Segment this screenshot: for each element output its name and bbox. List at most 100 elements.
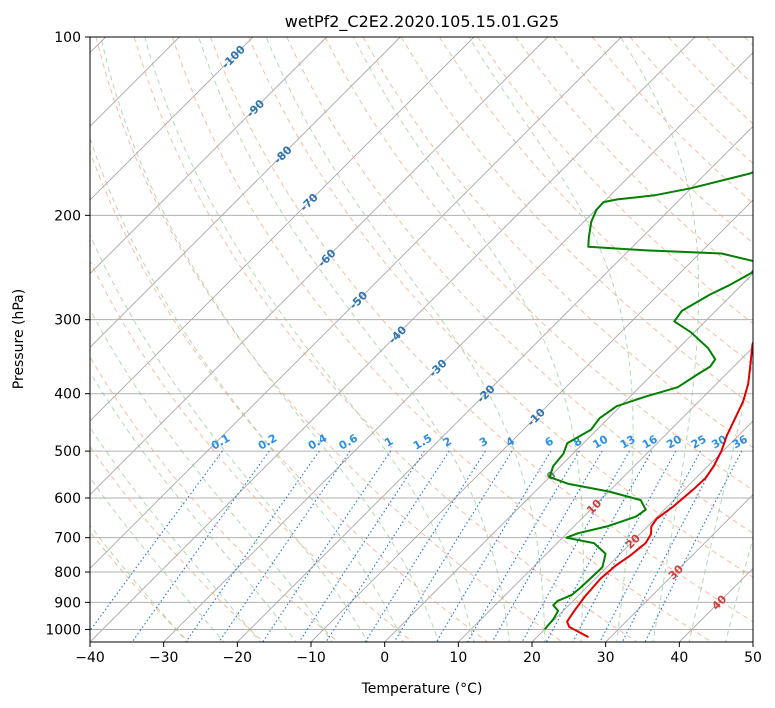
isotherm-line bbox=[90, 37, 475, 422]
moist-adiabat bbox=[90, 477, 225, 642]
moist-adiabat bbox=[198, 37, 510, 642]
mixing-ratio-line bbox=[218, 450, 351, 642]
y-tick-label: 700 bbox=[54, 531, 81, 547]
moist-adiabat bbox=[100, 37, 440, 642]
x-tick-label: 0 bbox=[380, 650, 389, 666]
y-tick-label: 200 bbox=[54, 208, 81, 224]
x-tick-label: 40 bbox=[670, 650, 688, 666]
isotherm-line bbox=[237, 125, 753, 642]
isotherm-line bbox=[531, 420, 753, 642]
mixing-ratio-line bbox=[262, 450, 392, 642]
mixing-ratio-line bbox=[325, 450, 450, 642]
isotherm-label: -100 bbox=[219, 43, 248, 72]
isotherm-line bbox=[605, 494, 753, 642]
dry-adiabat bbox=[90, 259, 414, 642]
mixing-ratio-line bbox=[466, 450, 580, 642]
dry-adiabat bbox=[706, 37, 753, 86]
y-tick-label: 900 bbox=[54, 595, 81, 611]
mixing-ratio-line bbox=[298, 450, 425, 642]
moist-adiabat bbox=[90, 233, 369, 642]
moist-adiabat bbox=[90, 426, 261, 642]
dry-adiabat bbox=[438, 37, 753, 366]
x-tick-label: −30 bbox=[149, 650, 179, 666]
moist-adiabat bbox=[468, 37, 634, 642]
dry-adiabat bbox=[400, 37, 753, 407]
x-axis: −40 −30 −20 −10 0 10 20 30 40 50 bbox=[75, 642, 762, 666]
dry-adiabat bbox=[90, 531, 190, 642]
moist-adiabat bbox=[90, 136, 404, 642]
mixing-ratio-label: 25 bbox=[689, 433, 709, 452]
mixing-ratio-label: 3 bbox=[477, 435, 490, 450]
mixing-ratio-line bbox=[521, 450, 630, 642]
isotherm-label: -50 bbox=[347, 289, 370, 312]
dry-adiabat bbox=[90, 445, 265, 642]
mixing-ratio-line bbox=[393, 450, 513, 642]
x-tick-label: −20 bbox=[223, 650, 253, 666]
isotherm-line bbox=[310, 199, 753, 642]
dry-adiabat bbox=[95, 37, 564, 642]
x-tick-label: −40 bbox=[75, 650, 105, 666]
x-tick-label: 20 bbox=[523, 650, 541, 666]
y-tick-label: 800 bbox=[54, 565, 81, 581]
moist-adiabat bbox=[265, 37, 546, 642]
mixing-ratio-line bbox=[491, 450, 603, 642]
dry-adiabat bbox=[90, 150, 489, 642]
isotherm-label: -10 bbox=[525, 406, 548, 429]
isotherm-line bbox=[384, 273, 753, 642]
moist-adiabat bbox=[90, 371, 297, 642]
mixing-ratio-label: 2 bbox=[441, 435, 454, 450]
y-tick-label: 500 bbox=[54, 444, 81, 460]
isotherm-line bbox=[90, 37, 401, 348]
dry-adiabat bbox=[477, 37, 753, 325]
x-tick-label: −10 bbox=[296, 650, 326, 666]
background-lines bbox=[90, 37, 753, 642]
dry-adiabat bbox=[286, 37, 753, 534]
dry-adiabat bbox=[248, 37, 753, 578]
moist-adiabat bbox=[620, 37, 700, 642]
isotherm-line bbox=[679, 567, 753, 642]
moist-adiabat bbox=[90, 308, 333, 642]
series-layer bbox=[543, 171, 753, 638]
y-tick-label: 100 bbox=[54, 30, 81, 46]
dry-adiabat bbox=[553, 37, 753, 244]
plot-frame bbox=[89, 36, 754, 643]
y-tick-label: 400 bbox=[54, 387, 81, 403]
chart-title: wetPf2_C2E2.2020.105.15.01.G25 bbox=[285, 12, 559, 32]
x-tick-label: 50 bbox=[744, 650, 762, 666]
isotherm-label: -60 bbox=[315, 246, 338, 269]
isotherm-line bbox=[90, 37, 254, 201]
x-tick-label: 10 bbox=[449, 650, 467, 666]
moist-adiabat bbox=[725, 536, 753, 642]
y-axis: 100 200 300 400 500 600 700 800 900 1000 bbox=[45, 30, 90, 638]
mixing-ratio-line bbox=[131, 450, 270, 642]
isotherm-label: -20 bbox=[474, 382, 497, 405]
isotherm-line bbox=[90, 37, 548, 496]
mixing-ratio-line bbox=[364, 450, 486, 642]
y-tick-label: 600 bbox=[54, 491, 81, 507]
isotherm-label: -90 bbox=[244, 97, 267, 120]
dry-adiabat bbox=[133, 37, 638, 642]
mixing-ratio-line bbox=[572, 450, 677, 642]
x-axis-label: Temperature (°C) bbox=[361, 681, 483, 697]
isotherm-line bbox=[752, 641, 753, 642]
y-tick-label: 1000 bbox=[45, 622, 81, 638]
mixing-ratio-line bbox=[621, 450, 722, 642]
x-tick-label: 30 bbox=[597, 650, 615, 666]
isotherm-label: -30 bbox=[426, 356, 449, 379]
mixing-ratio-label: 6 bbox=[543, 434, 556, 449]
mixing-ratio-label: 1.5 bbox=[411, 432, 434, 453]
temperature-line bbox=[566, 340, 753, 638]
mixing-ratio-label: 10 bbox=[591, 432, 611, 451]
y-tick-label: 300 bbox=[54, 313, 81, 329]
moist-adiabat bbox=[90, 524, 188, 642]
isotherm-label: -40 bbox=[386, 323, 409, 346]
moist-adiabat bbox=[353, 37, 584, 642]
isotherm-line bbox=[458, 346, 753, 642]
mixing-ratio-label: 0.4 bbox=[306, 431, 330, 452]
moist-adiabat bbox=[688, 358, 753, 642]
isotherm-label: -80 bbox=[271, 143, 294, 166]
dry-adiabat bbox=[90, 356, 339, 642]
mixing-ratio-label: 1 bbox=[382, 435, 395, 450]
